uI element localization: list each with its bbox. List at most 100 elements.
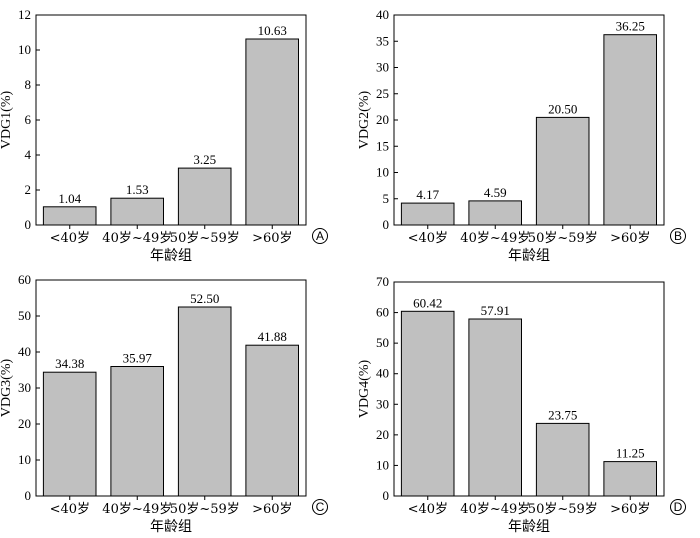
- chart-panel-b: 4.17 <40岁 4.59 40岁~49岁 20.50 50岁~59岁 36.25 >60岁…: [357, 7, 686, 264]
- y-tick-label: 40: [376, 7, 389, 22]
- data-label: 20.50: [548, 101, 577, 116]
- x-axis-label: 年龄组: [508, 519, 550, 535]
- bar-4: [603, 461, 658, 497]
- x-tick-label: <40岁: [408, 502, 448, 517]
- y-tick-label: 20: [376, 427, 389, 442]
- data-label: 35.97: [123, 351, 153, 366]
- y-tick-label: 50: [376, 335, 389, 350]
- x-tick-label: 40岁~49岁: [460, 502, 530, 517]
- bar-3: [535, 422, 590, 497]
- y-axis-label: VDG1(%): [0, 91, 14, 150]
- y-tick-label: 8: [25, 77, 32, 92]
- x-tick-label: <40岁: [50, 231, 90, 246]
- y-tick-label: 30: [376, 396, 389, 411]
- data-label: 60.42: [413, 295, 442, 310]
- x-axis-label: 年龄组: [150, 519, 192, 535]
- panel-letter: B: [674, 229, 682, 243]
- data-label: 36.25: [616, 19, 645, 34]
- data-label: 41.88: [258, 329, 287, 344]
- y-tick-label: 12: [18, 7, 31, 22]
- panel-letter-circle: [312, 228, 328, 244]
- y-tick-label: 30: [18, 380, 31, 395]
- y-tick-label: 70: [376, 274, 389, 289]
- y-tick-label: 0: [25, 217, 32, 232]
- y-tick-label: 20: [376, 112, 389, 127]
- y-tick-label: 15: [376, 138, 389, 153]
- data-label: 52.50: [190, 291, 219, 306]
- bar-3: [177, 167, 232, 226]
- y-tick-label: 20: [18, 416, 31, 431]
- bar-2: [468, 200, 522, 226]
- x-axis-label: 年龄组: [150, 248, 192, 264]
- chart-panel-d: 60.42 <40岁 57.91 40岁~49岁 23.75 50岁~59岁 11.25 >6…: [357, 274, 686, 535]
- bar-4: [245, 38, 299, 226]
- y-tick-label: 0: [25, 488, 32, 503]
- chart-panel-a: 1.04 <40岁 1.53 40岁~49岁 3.25 50岁~59岁 10.63 >60岁 0…: [0, 7, 328, 264]
- y-tick-label: 5: [383, 191, 390, 206]
- chart-panel-c: 34.38 <40岁 35.97 40岁~49岁 52.50 50岁~59岁 41.88 >6…: [0, 272, 328, 535]
- bar-1: [400, 202, 455, 226]
- x-tick-label: 40岁~49岁: [102, 231, 172, 246]
- y-tick-label: 6: [25, 112, 32, 127]
- bar-4: [603, 34, 658, 226]
- bar-1: [400, 310, 455, 497]
- x-axis-label: 年龄组: [508, 248, 550, 264]
- y-tick-label: 25: [376, 86, 389, 101]
- y-tick-label: 50: [18, 308, 31, 323]
- data-label: 1.53: [126, 182, 149, 197]
- panel-letter-circle: [312, 499, 328, 515]
- data-label: 11.25: [616, 446, 645, 461]
- data-label: 3.25: [193, 152, 216, 167]
- data-label: 23.75: [548, 407, 577, 422]
- data-label: 4.59: [484, 185, 507, 200]
- bar-3: [535, 116, 590, 226]
- x-tick-label: <40岁: [50, 502, 90, 517]
- y-tick-label: 0: [383, 217, 390, 232]
- data-label: 34.38: [55, 356, 84, 371]
- bar-4: [245, 344, 299, 497]
- x-tick-label: 50岁~59岁: [528, 502, 598, 517]
- x-tick-label: <40岁: [408, 231, 448, 246]
- y-tick-label: 60: [376, 305, 389, 320]
- bar-2: [110, 197, 164, 226]
- y-tick-label: 40: [376, 366, 389, 381]
- bar-3: [177, 306, 232, 497]
- data-label: 1.04: [58, 191, 81, 206]
- panel-letter-circle: [670, 499, 686, 515]
- y-axis-label: VDG3(%): [0, 359, 14, 418]
- x-tick-label: 50岁~59岁: [170, 231, 240, 246]
- y-tick-label: 30: [376, 60, 389, 75]
- panel-letter: A: [316, 229, 324, 243]
- x-tick-label: 50岁~59岁: [528, 231, 598, 246]
- x-tick-label: 50岁~59岁: [170, 502, 240, 517]
- x-tick-label: >60岁: [252, 231, 292, 246]
- y-tick-label: 10: [18, 452, 31, 467]
- panel-letter: D: [674, 500, 683, 514]
- y-tick-label: 10: [376, 165, 389, 180]
- y-tick-label: 10: [376, 457, 389, 472]
- panel-letter: C: [316, 500, 325, 514]
- bar-1: [42, 206, 97, 226]
- data-label: 10.63: [258, 23, 287, 38]
- bar-2: [468, 318, 522, 497]
- y-axis-label: VDG2(%): [357, 91, 372, 150]
- y-tick-label: 60: [18, 272, 31, 287]
- data-label: 57.91: [481, 303, 510, 318]
- x-tick-label: >60岁: [252, 502, 292, 517]
- y-tick-label: 40: [18, 344, 31, 359]
- x-tick-label: 40岁~49岁: [460, 231, 530, 246]
- data-label: 4.17: [416, 187, 439, 202]
- y-axis-label: VDG4(%): [357, 360, 372, 419]
- y-tick-label: 35: [376, 33, 389, 48]
- bar-2: [110, 366, 164, 497]
- panel-letter-circle: [670, 228, 686, 244]
- x-tick-label: 40岁~49岁: [102, 502, 172, 517]
- y-tick-label: 2: [25, 182, 32, 197]
- y-tick-label: 10: [18, 42, 31, 57]
- y-tick-label: 4: [25, 147, 32, 162]
- x-tick-label: >60岁: [610, 231, 650, 246]
- plot-frame: [393, 281, 665, 497]
- y-tick-label: 0: [383, 488, 390, 503]
- x-tick-label: >60岁: [610, 502, 650, 517]
